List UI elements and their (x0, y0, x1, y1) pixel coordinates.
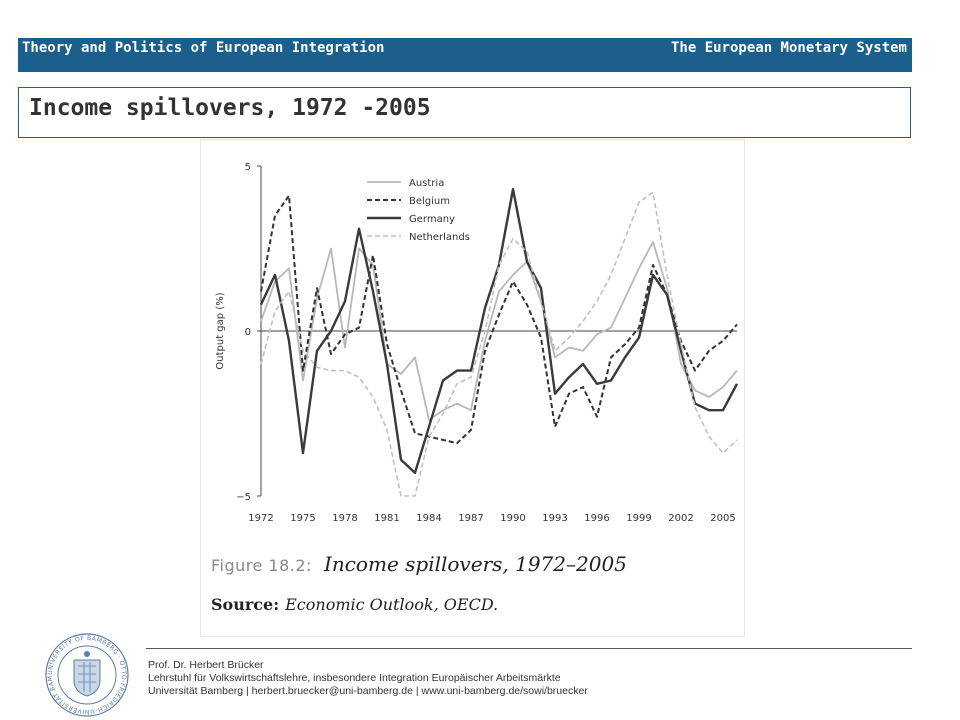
x-tick-label: 1999 (626, 513, 651, 524)
slide-title: Income spillovers, 1972 -2005 (29, 95, 431, 121)
footer-chair: Lehrstuhl für Volkswirtschaftslehre, ins… (148, 672, 561, 684)
x-tick-label: 1984 (416, 513, 441, 524)
legend-label-germany: Germany (409, 214, 455, 225)
legend-label-netherlands: Netherlands (409, 232, 470, 243)
x-tick-label: 1972 (248, 513, 273, 524)
x-tick-label: 1987 (458, 513, 483, 524)
x-tick-label: 2005 (710, 513, 735, 524)
x-tick-label: 1990 (500, 513, 525, 524)
x-tick-label: 2002 (668, 513, 693, 524)
section-title: The European Monetary System (670, 40, 907, 56)
source-label: Source: (211, 595, 280, 614)
figure: 5 0 −5 1972 1975 1978 1981 1984 1987 1990 1993 1996… (200, 139, 745, 637)
source-text: Economic Outlook, OECD. (285, 595, 499, 614)
footer-divider (146, 648, 912, 649)
y-tick-label: 0 (245, 327, 251, 338)
header-bar: Theory and Politics of European Integrat… (18, 38, 912, 72)
title-box: Income spillovers, 1972 -2005 (18, 87, 911, 138)
legend-label-austria: Austria (409, 178, 444, 189)
figure-title: Income spillovers, 1972–2005 (323, 552, 627, 576)
figure-number: Figure 18.2: (211, 556, 312, 575)
series-line-netherlands (260, 191, 738, 497)
series-line-germany (259, 187, 739, 475)
x-tick-label: 1993 (542, 513, 567, 524)
university-seal-logo: UNIVERSITY OF BAMBERG · OTTO-FRIEDRICH-U… (44, 632, 129, 717)
x-tick-label: 1981 (374, 513, 399, 524)
legend-label-belgium: Belgium (409, 196, 450, 207)
x-tick-label: 1978 (332, 513, 357, 524)
x-tick-label: 1975 (290, 513, 315, 524)
figure-source: Source: Economic Outlook, OECD. (211, 595, 498, 614)
figure-caption: Figure 18.2: Income spillovers, 1972–2005 (211, 552, 627, 576)
footer-contact: Universität Bamberg | herbert.bruecker@u… (148, 685, 588, 697)
series-line-belgium (260, 194, 738, 445)
series-line-austria (260, 241, 738, 422)
footer-text: Prof. Dr. Herbert Brücker Lehrstuhl für … (148, 659, 588, 698)
x-tick-label: 1996 (584, 513, 609, 524)
course-title: Theory and Politics of European Integrat… (22, 40, 385, 56)
footer-author: Prof. Dr. Herbert Brücker (148, 659, 264, 671)
y-axis-label: Output gap (%) (215, 292, 226, 369)
output-gap-chart: 5 0 −5 1972 1975 1978 1981 1984 1987 1990 1993 1996… (215, 162, 739, 524)
y-tick-label: −5 (236, 492, 251, 503)
y-tick-label: 5 (245, 162, 251, 173)
